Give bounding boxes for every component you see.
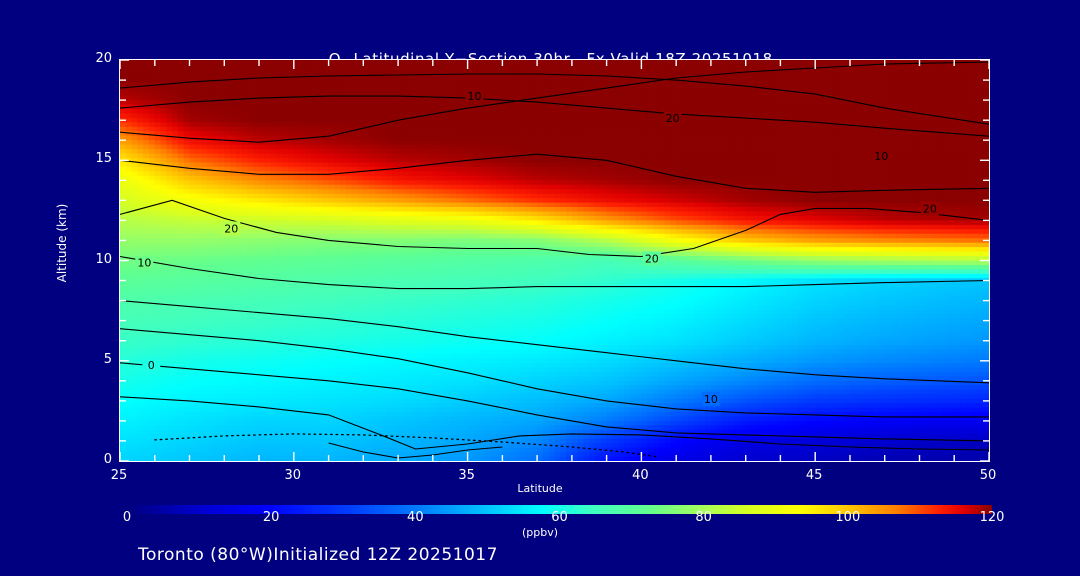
ozone-field-heatmap — [120, 60, 989, 461]
axis-tickmarks — [120, 60, 989, 461]
contour-label: 10 — [701, 391, 720, 406]
colorbar-tick-label: 80 — [695, 510, 712, 525]
colorbar-tick-label: 0 — [122, 510, 132, 525]
figure-footer: Toronto (80°W)Initialized 12Z 20251017 — [138, 545, 498, 565]
contour-label: 20 — [642, 251, 661, 266]
y-tick-label: 15 — [95, 151, 112, 167]
plot-area: 20 10 0 10 20 10 20 20 10 — [119, 59, 990, 462]
colorbar-tick-label: 120 — [979, 510, 1005, 525]
contour-label: 20 — [663, 111, 682, 126]
contour-label: 20 — [222, 221, 241, 236]
y-tick-label: 0 — [103, 452, 112, 467]
colorbar — [127, 499, 993, 514]
colorbar-tick-label: 100 — [835, 510, 861, 525]
x-tick-label: 30 — [284, 468, 302, 483]
y-axis-label: Altitude (km) — [55, 203, 69, 283]
colorbar-tick-label: 20 — [262, 510, 280, 525]
contour-label: 20 — [920, 201, 939, 216]
y-tick-label: 20 — [95, 51, 112, 66]
contour-label: 0 — [142, 357, 161, 372]
x-tick-label: 50 — [979, 468, 997, 483]
y-tick-label: 5 — [103, 351, 112, 367]
colorbar-tick-label: 40 — [407, 510, 424, 525]
x-tick-label: 35 — [458, 468, 475, 483]
x-axis-label: Latitude — [517, 482, 563, 495]
colorbar-tick-label: 60 — [551, 510, 568, 525]
x-tick-label: 25 — [110, 468, 128, 483]
contour-label: 10 — [872, 149, 891, 164]
y-tick-label: 10 — [95, 251, 112, 267]
x-tick-label: 45 — [805, 468, 823, 483]
x-tick-label: 40 — [632, 468, 649, 483]
contour-label: 10 — [135, 255, 154, 270]
colorbar-units-label: (ppbv) — [521, 526, 559, 539]
contour-label: 10 — [465, 89, 484, 104]
